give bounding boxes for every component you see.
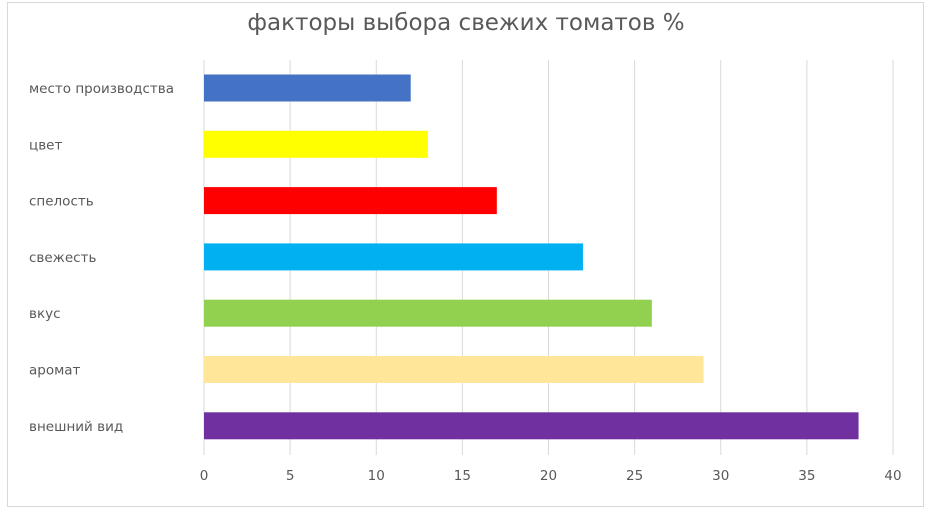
- bar: [204, 187, 497, 215]
- bar: [204, 356, 704, 383]
- bar: [204, 243, 583, 271]
- bar: [204, 74, 411, 102]
- x-tick-label: 15: [454, 468, 471, 484]
- bar: [204, 130, 428, 158]
- category-label: свежесть: [29, 250, 96, 266]
- category-label: внешний вид: [29, 419, 123, 435]
- x-tick-label: 20: [540, 468, 557, 484]
- x-tick-label: 30: [712, 468, 729, 484]
- x-tick-label: 10: [368, 468, 385, 484]
- bar: [204, 299, 652, 327]
- category-label: аромат: [29, 363, 81, 379]
- x-tick-label: 25: [626, 468, 643, 484]
- category-label: цвет: [29, 137, 62, 153]
- x-tick-label: 0: [200, 468, 209, 484]
- x-tick-label: 40: [884, 468, 901, 484]
- chart-title: факторы выбора свежих томатов %: [247, 10, 685, 36]
- bar: [204, 412, 859, 440]
- category-label: спелость: [29, 194, 94, 210]
- x-tick-label: 5: [286, 468, 295, 484]
- category-label: место производства: [29, 81, 174, 97]
- x-tick-label: 35: [798, 468, 815, 484]
- category-label: вкус: [29, 306, 61, 322]
